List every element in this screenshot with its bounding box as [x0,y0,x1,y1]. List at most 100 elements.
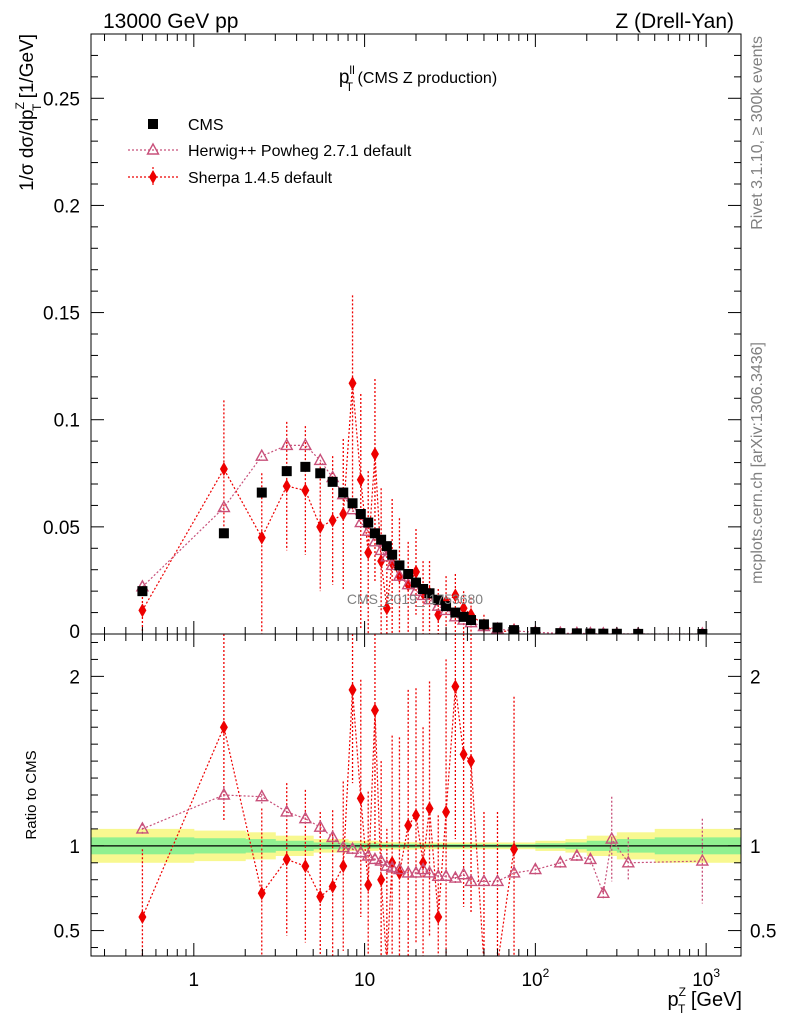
y-label-sup: Z [13,102,27,109]
herwig-ratio-point [374,853,388,866]
cms-point [433,594,444,605]
ratio-y-tick-label-left: 2 [69,667,80,688]
herwig-ratio-point [385,860,399,873]
herwig-ratio-point [448,870,463,883]
main-panel: CMS_2019_I1753680 pll T (CMS Z production… [13,33,742,643]
herwig-ratio-point [392,862,407,875]
sherpa-point [370,447,379,461]
cms-point [281,466,292,477]
herwig-ratio-point [621,855,635,868]
cms-point [387,549,398,560]
herwig-ratio-point [528,862,543,875]
x-tick-label-base: 10 [354,970,375,991]
herwig-ratio-point [596,885,611,898]
sherpa-ratio-point [339,859,348,874]
herwig-point [298,437,313,451]
cms-point [381,541,392,552]
ratio-plot-content [91,634,741,971]
herwig-ratio-point [325,829,340,843]
y-label-sub: T [30,103,44,111]
sherpa-point [316,519,325,534]
sherpa-point [388,556,397,571]
sherpa-ratio-point [442,804,451,819]
main-axes: 0.05 0.1 0.15 0.2 0.25 0 [43,33,741,643]
ratio-panel: 0.5 0.51 12 21 10 102 103 Ratio to CMS pZ T [Ge… [23,633,776,1016]
sherpa-ratio-point [467,754,476,769]
y-label-main: 1/σ dσ/dp [17,109,38,191]
cms-point [327,476,338,487]
x-tick-label-base: 1 [189,970,200,991]
sherpa-ratio-point [480,957,488,971]
cms-point [403,569,414,579]
sherpa-ratio-point [348,682,357,697]
plot-title-main: p [339,67,350,88]
sherpa-point [412,564,420,579]
y-label-unit: [1/GeV] [17,34,38,104]
legend-marker [148,119,158,129]
herwig-point [255,448,269,461]
herwig-ratio-point [477,873,491,887]
sherpa-point [364,545,373,560]
sherpa-ratio-point [377,872,386,887]
herwig-ratio-point [368,851,382,865]
analysis-watermark: CMS_2019_I1753680 [347,591,483,607]
process-label: Z (Drell-Yan) [615,10,734,33]
herwig-ratio-point [416,862,430,875]
sherpa-ratio-point [493,957,501,971]
herwig-ratio-point [345,841,360,854]
cms-point [441,601,452,612]
collision-label: 13000 GeV pp [103,10,238,33]
sherpa-ratio-point [364,877,373,892]
herwig-ratio-point [313,819,327,832]
main-y-axis-label: 1/σ dσ/dpZ T [1/GeV] [13,34,44,191]
herwig-ratio-point [456,867,471,880]
sherpa-ratio-point [451,679,460,694]
sherpa-ratio-point [138,910,147,925]
sherpa-ratio-point [282,852,291,867]
ratio-y-tick-label-right: 1 [750,837,761,858]
x-label-sup: Z [679,985,686,999]
herwig-ratio-point [583,851,598,865]
herwig-ratio-point [217,787,231,800]
plot-title-sup: ll [349,63,354,77]
ratio-y-tick-label-left: 1 [69,837,80,858]
y-tick-label: 0.2 [54,196,80,217]
legend-label: CMS [188,117,224,134]
sherpa-point [339,507,348,521]
y-tick-label: 0.1 [54,411,80,432]
herwig-ratio-point [135,821,150,834]
cms-point [458,611,469,622]
herwig-ratio-point [431,868,445,882]
x-tick-label: 103 [692,966,720,991]
herwig-ratio-point [695,853,710,866]
rivet-version-label: Rivet 3.1.10, ≥ 300k events [749,36,766,230]
legend: CMS Herwig++ Powheg 2.7.1 default Sherpa 1… [128,117,412,187]
cms-point [394,560,405,571]
mcplots-label: mcplots.cern.ch [arXiv:1306.3436] [749,342,766,584]
x-tick-label: 102 [521,966,549,991]
ratio-axes: 0.5 0.51 12 21 10 102 103 [54,634,776,991]
herwig-ratio-point [336,840,350,853]
y-tick-label: 0.05 [43,518,80,539]
herwig-point [431,598,445,611]
cms-point [363,517,374,528]
x-tick-label-base: 10 [692,970,713,991]
x-tick-label-exp: 2 [543,966,550,980]
ratio-y-tick-label-left: 0.5 [54,922,80,943]
herwig-point [401,577,415,590]
cms-point [315,468,326,479]
cms-point [585,628,596,634]
legend-label: Sherpa 1.4.5 default [188,170,333,187]
sherpa-point [138,603,147,618]
herwig-ratio-point [280,804,294,817]
sherpa-point [434,607,443,622]
sherpa-ratio-point [328,879,337,894]
herwig-ratio-point [361,848,375,861]
cms-point [598,628,609,634]
sherpa-ratio-line [141,686,515,956]
herwig-ratio-point [401,865,415,878]
herwig-point [345,502,360,515]
ratio-y-axis-label: Ratio to CMS [23,750,40,839]
sherpa-point [219,462,228,476]
